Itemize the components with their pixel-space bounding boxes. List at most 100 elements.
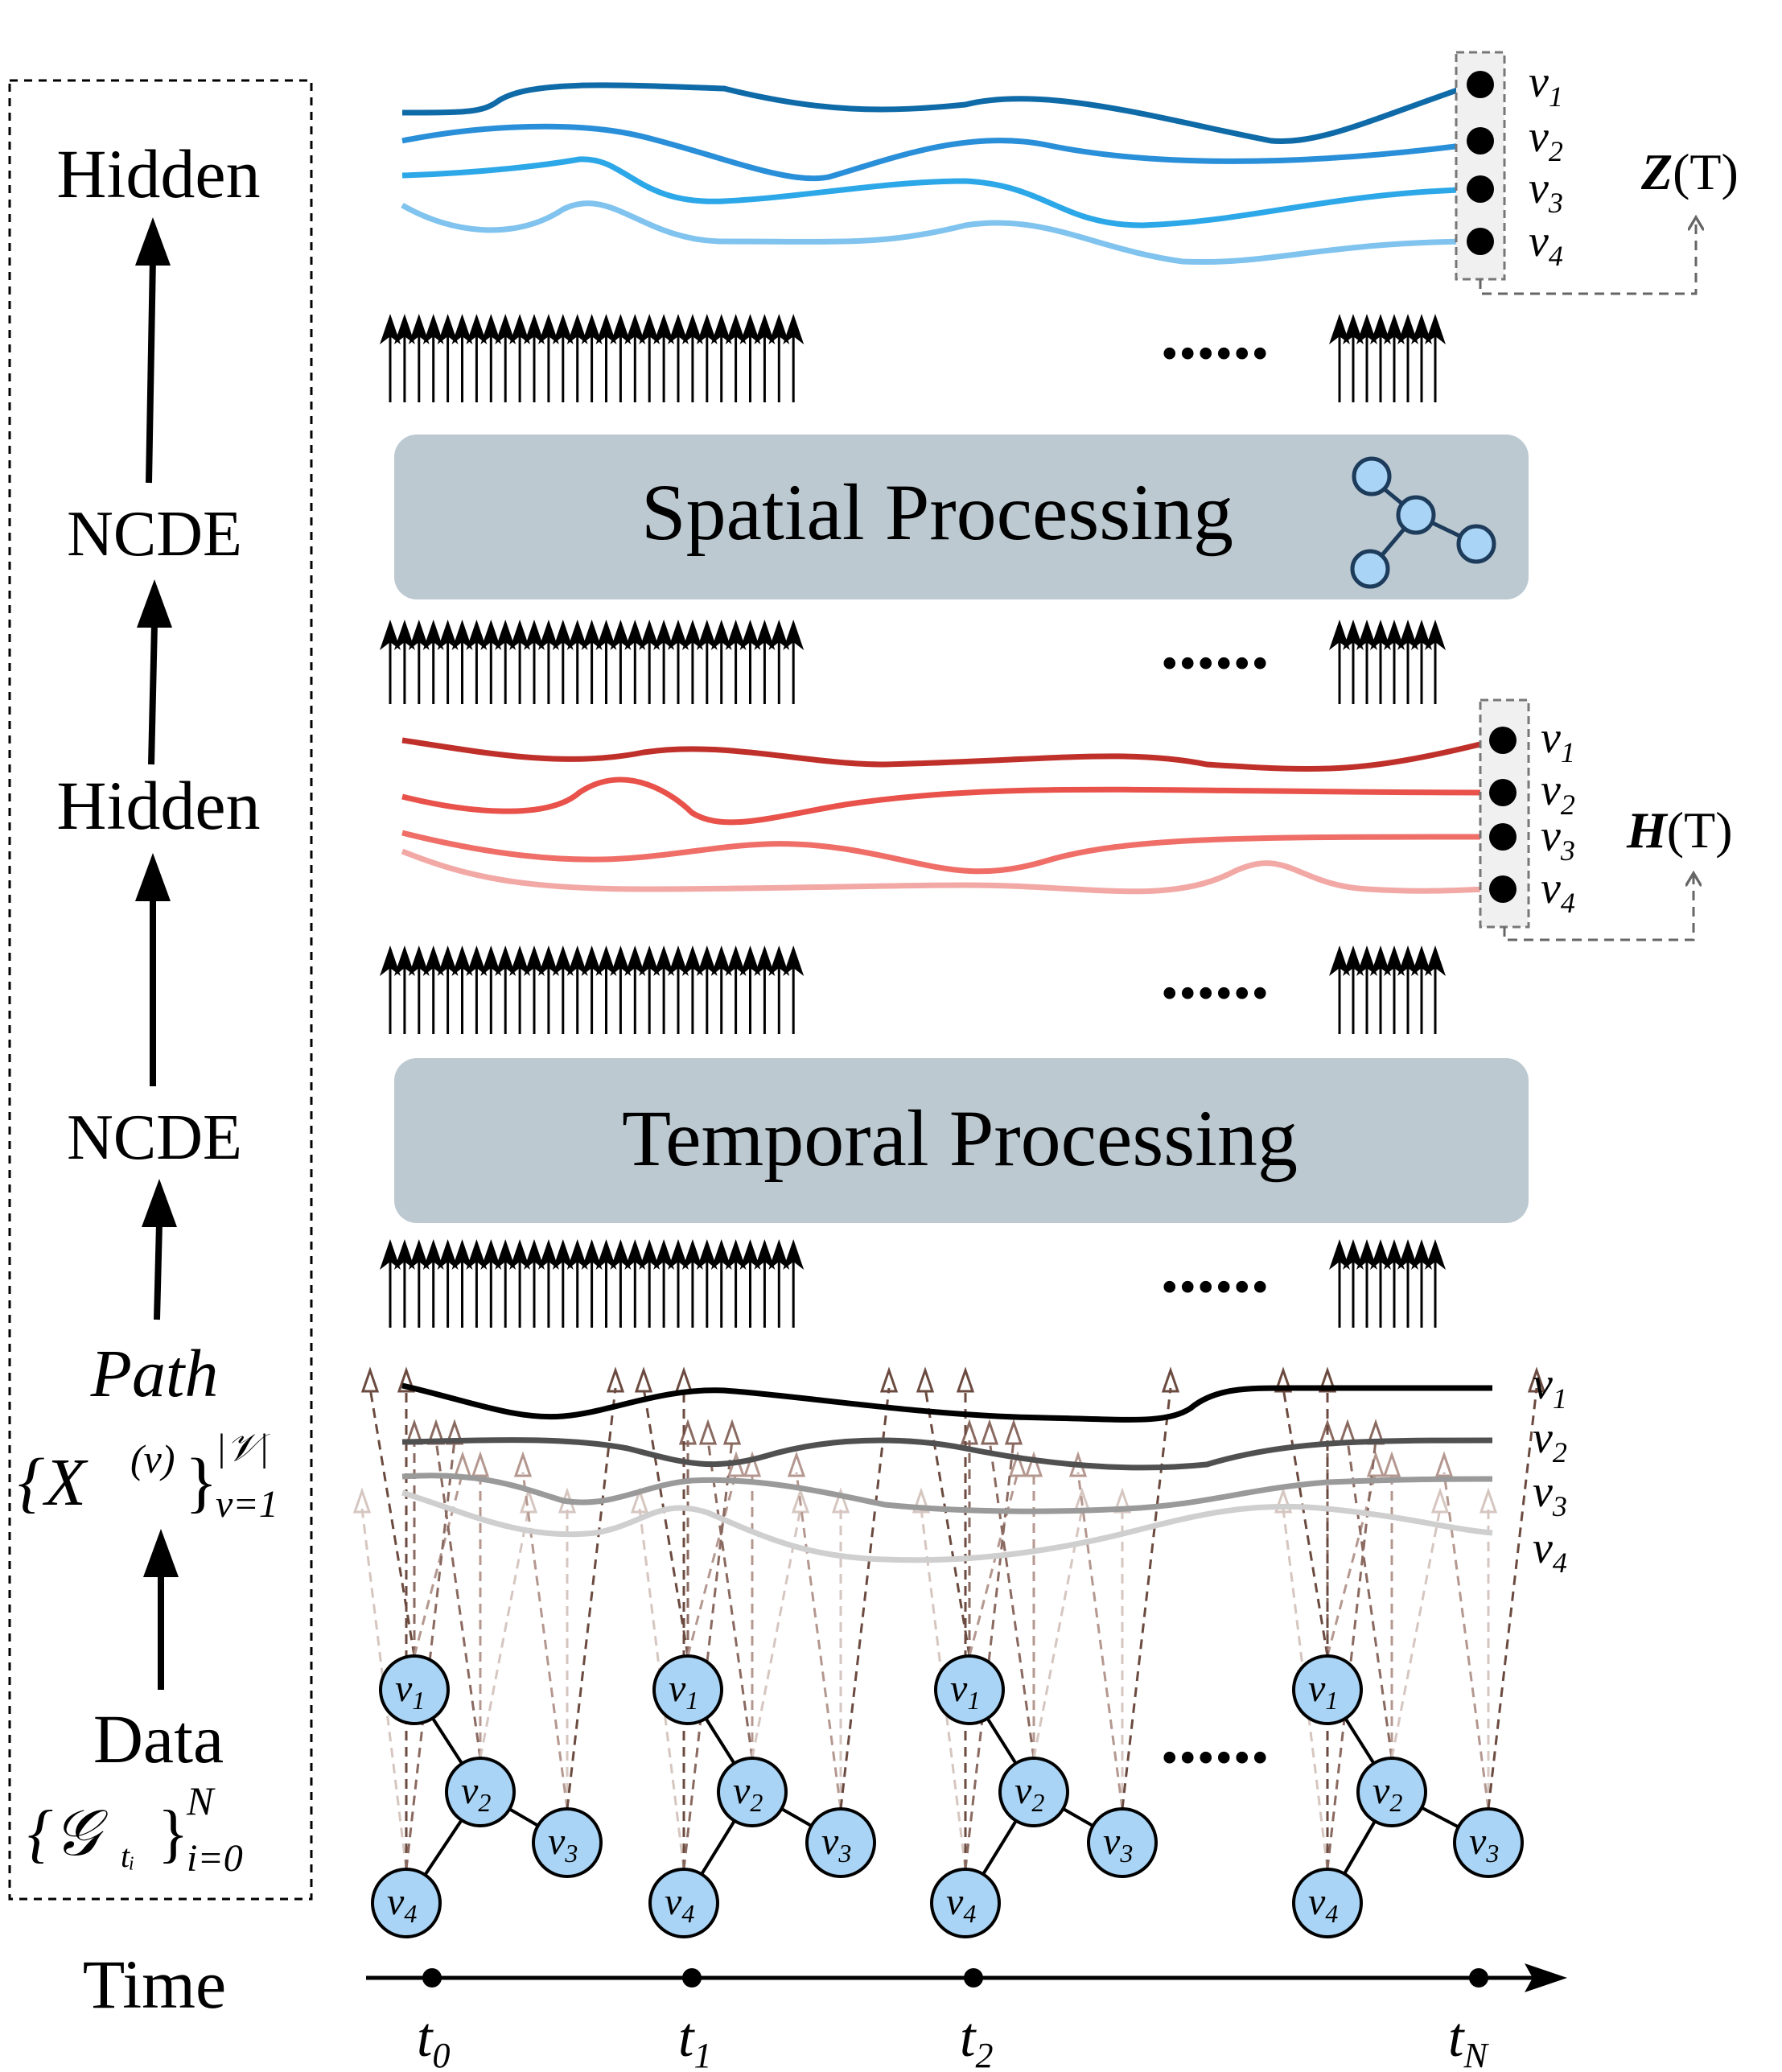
flow-arrowhead — [422, 620, 444, 650]
flow-arrowhead — [1329, 620, 1350, 650]
flow-arrowhead — [1356, 1239, 1377, 1270]
graph-node-label: v3 — [821, 1820, 851, 1868]
projection-arrow — [706, 1440, 754, 1759]
projection-arrow — [405, 1440, 456, 1870]
flow-arrowhead — [1397, 945, 1418, 976]
flow-arrowhead — [653, 314, 675, 344]
flow-arrowhead — [509, 620, 531, 650]
flow-arrowhead — [581, 620, 603, 650]
projection-arrow — [839, 1387, 891, 1810]
tick-dot-t0 — [422, 1968, 442, 1988]
flow-arrowhead — [754, 620, 776, 650]
flow-arrowhead — [783, 620, 805, 650]
flow-arrowhead — [466, 620, 488, 650]
spatial-processing-label: Spatial Processing — [641, 468, 1233, 557]
flow-arrowhead — [653, 1239, 675, 1270]
projection-arrow — [1282, 1387, 1329, 1657]
flow-arrowhead — [696, 620, 718, 650]
graph-node-v1 — [652, 1654, 723, 1725]
h-label-v4: v4 — [1541, 863, 1575, 919]
flow-arrowhead — [537, 314, 559, 344]
flow-arrowhead — [1411, 1239, 1432, 1270]
flow-arrowhead — [1370, 620, 1391, 650]
graph-node-label: v1 — [395, 1667, 425, 1715]
h-node-labels: v1 v2 v3 v4 — [1541, 713, 1575, 919]
z-label-v2: v2 — [1529, 112, 1563, 167]
hidden-z-curves — [401, 79, 1482, 266]
projection-arrowhead — [674, 1366, 693, 1393]
data-formula-lo: i=0 — [187, 1837, 243, 1880]
projection-arrow — [434, 1440, 482, 1759]
flow-arrowhead — [725, 945, 747, 976]
projection-arrowhead — [912, 1487, 931, 1514]
ellipsis-markers: ...... ...... ...... ...... ...... — [1161, 295, 1270, 1778]
flow-arrowhead — [393, 1239, 415, 1270]
flow-arrowhead — [552, 314, 574, 344]
flow-arrowhead — [1356, 945, 1377, 976]
graph-node-label: v2 — [1373, 1769, 1402, 1817]
flow-arrowhead — [552, 945, 574, 976]
flow-arrowhead — [710, 1239, 732, 1270]
projection-arrowhead — [1382, 1451, 1401, 1477]
flow-arrowhead — [380, 1239, 401, 1270]
graph-node-label: v2 — [461, 1769, 491, 1817]
graph-node-v1 — [934, 1654, 1005, 1725]
flow-arrowhead — [1370, 1239, 1391, 1270]
tick-dot-t1 — [682, 1968, 702, 1988]
h-label-v3: v3 — [1541, 811, 1575, 867]
path-curves — [401, 1382, 1493, 1563]
flow-arrowhead — [509, 314, 531, 344]
flow-arrowhead — [681, 945, 703, 976]
flow-arrowhead — [524, 314, 545, 344]
path-formula-lo: v=1 — [216, 1483, 278, 1526]
h-curve-v2 — [401, 776, 1497, 826]
label-time: Time — [83, 1946, 226, 2023]
arrowhead-data-to-path — [143, 1529, 179, 1577]
flow-arrowhead — [408, 620, 430, 650]
flow-arrowhead — [566, 1239, 588, 1270]
ellipsis-row-2: ...... — [1161, 604, 1270, 684]
ellipsis-graphs: ...... — [1161, 1699, 1270, 1778]
flow-arrowhead — [380, 314, 401, 344]
projection-arrow — [988, 1440, 1035, 1759]
arrow-row-3 — [380, 945, 1446, 1034]
data-formula-hi: N — [186, 1778, 216, 1823]
flow-arrowhead — [739, 1239, 761, 1270]
projection-arrow — [1487, 1387, 1538, 1810]
graph-node-label: v1 — [1308, 1667, 1338, 1715]
z-label-v3: v3 — [1529, 163, 1563, 219]
graph-node-v2 — [1356, 1757, 1427, 1827]
data-formula-close: } — [158, 1798, 188, 1869]
flow-arrowhead — [1384, 314, 1405, 344]
h-dot-v4 — [1489, 875, 1517, 903]
flow-arrowhead — [710, 620, 732, 650]
graph-node-label: v2 — [733, 1769, 763, 1817]
flow-arrowhead — [653, 620, 675, 650]
projection-arrowhead — [1318, 1366, 1337, 1393]
graph-node-v4 — [648, 1868, 719, 1938]
flow-arrowhead — [725, 314, 747, 344]
path-curve-v1 — [401, 1382, 1492, 1423]
projection-arrowhead — [1113, 1487, 1132, 1514]
projection-arrow — [751, 1508, 802, 1759]
projection-arrowhead — [1274, 1487, 1293, 1514]
flow-arrowhead — [595, 314, 617, 344]
flow-arrowhead — [1397, 620, 1418, 650]
flow-arrowhead — [480, 945, 502, 976]
path-node-labels: v1 v2 v3 v4 — [1533, 1359, 1567, 1579]
arrow-rows — [380, 314, 1446, 1328]
graph-node-v2 — [717, 1757, 788, 1827]
flow-arrowhead — [681, 620, 703, 650]
tick-dot-t2 — [964, 1968, 983, 1988]
graph-snapshot-2: v1 v2 v3 v4 — [648, 1654, 876, 1938]
graph-node-v3 — [532, 1807, 603, 1878]
flow-arrowhead — [408, 314, 430, 344]
flow-arrowhead — [437, 945, 459, 976]
flow-arrowhead — [466, 314, 488, 344]
tick-label-t1: t1 — [678, 2007, 711, 2072]
projection-arrow — [795, 1472, 842, 1810]
flow-arrowhead — [624, 620, 646, 650]
h-label-v1: v1 — [1541, 713, 1575, 768]
flow-arrowhead — [595, 945, 617, 976]
flow-arrowhead — [466, 945, 488, 976]
